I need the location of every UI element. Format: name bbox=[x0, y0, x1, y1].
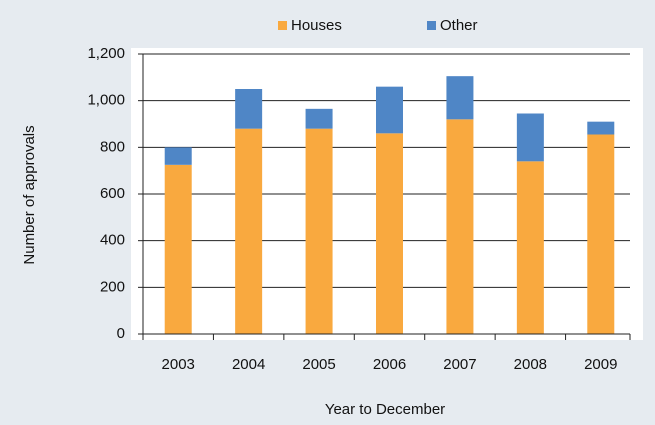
y-tick-label: 800 bbox=[100, 138, 125, 155]
bar-segment bbox=[446, 119, 474, 334]
x-tick-label: 2007 bbox=[443, 356, 476, 373]
bar-segment bbox=[516, 113, 544, 162]
x-tick-label: 2003 bbox=[162, 356, 195, 373]
x-tick-label: 2004 bbox=[232, 356, 265, 373]
bar-segment bbox=[376, 133, 403, 334]
x-axis-label: Year to December bbox=[325, 401, 445, 418]
bar-segment bbox=[446, 76, 474, 120]
x-tick-label: 2006 bbox=[373, 356, 406, 373]
y-tick-label: 600 bbox=[100, 185, 125, 202]
bar-segment bbox=[587, 134, 615, 334]
bar-segment bbox=[164, 147, 192, 165]
y-tick-label: 400 bbox=[100, 232, 125, 249]
legend-label: Other bbox=[440, 17, 478, 34]
bar-segment bbox=[164, 164, 192, 334]
bar-segment bbox=[235, 128, 263, 334]
y-axis-label: Number of approvals bbox=[21, 125, 38, 264]
legend-label: Houses bbox=[291, 17, 342, 34]
bar-segment bbox=[587, 121, 615, 135]
legend-swatch bbox=[278, 21, 287, 30]
x-tick-label: 2008 bbox=[514, 356, 547, 373]
bar-segment bbox=[376, 86, 403, 134]
y-tick-label: 0 bbox=[117, 325, 125, 342]
y-tick-label: 200 bbox=[100, 278, 125, 295]
y-tick-label: 1,200 bbox=[87, 45, 125, 62]
bar-segment bbox=[516, 161, 544, 334]
bar-segment bbox=[305, 128, 333, 334]
bar-segment bbox=[235, 89, 263, 129]
y-tick-label: 1,000 bbox=[87, 92, 125, 109]
legend-swatch bbox=[427, 21, 436, 30]
x-tick-label: 2005 bbox=[302, 356, 335, 373]
x-tick-label: 2009 bbox=[584, 356, 617, 373]
bar-segment bbox=[305, 108, 333, 129]
